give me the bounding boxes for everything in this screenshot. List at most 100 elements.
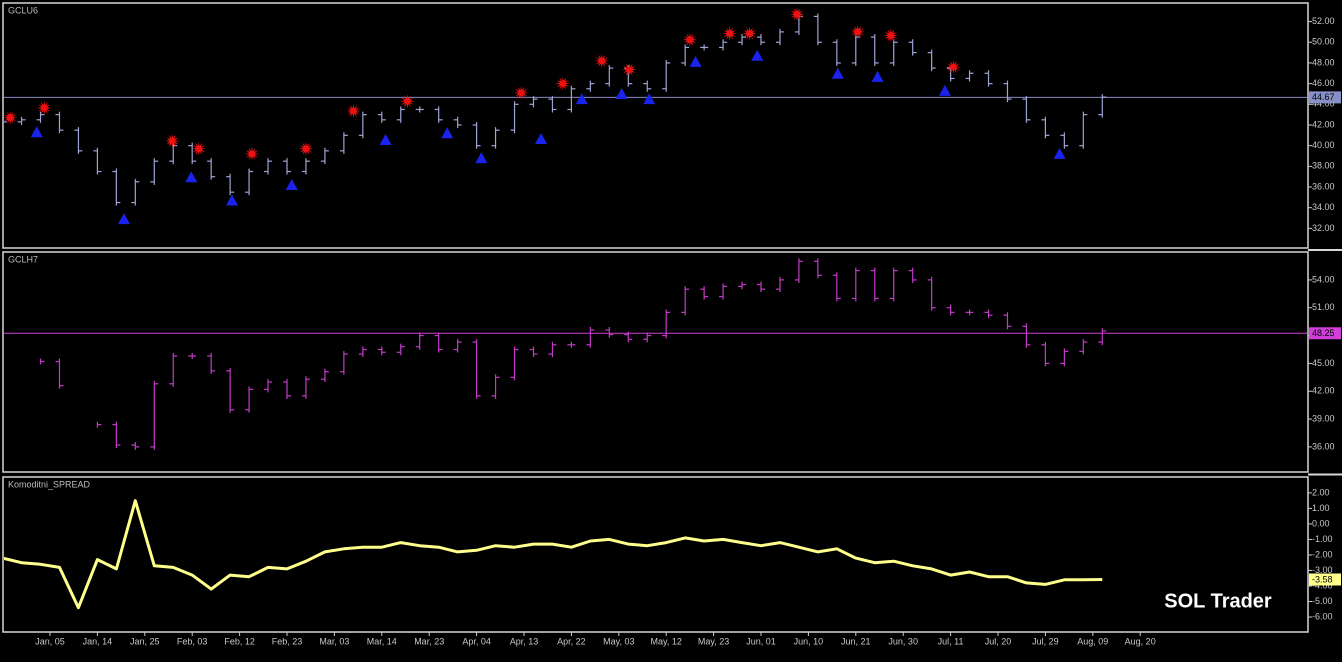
- price-bar: [434, 332, 443, 353]
- price-bar: [96, 421, 102, 428]
- price-bar: [548, 341, 557, 358]
- price-bar: [112, 168, 121, 206]
- price-bar: [1079, 339, 1088, 355]
- y-tick-label: 36.00: [1312, 441, 1335, 451]
- sell-signal: [594, 53, 609, 68]
- x-tick-label: Feb, 23: [272, 636, 303, 646]
- y-tick-label: 45.00: [1312, 358, 1335, 368]
- price-bar: [813, 13, 822, 46]
- price-bar: [131, 442, 140, 450]
- x-tick-label: Feb, 12: [224, 636, 255, 646]
- plot: [4, 7, 1307, 225]
- y-tick-label: 1.00: [1312, 503, 1330, 513]
- price-bar: [1003, 80, 1012, 103]
- price-bar: [681, 286, 690, 316]
- y-tick-label: 52.00: [1312, 16, 1335, 26]
- price-bar: [965, 309, 974, 316]
- price-bar: [36, 111, 45, 123]
- y-tick-label: -6.00: [1312, 611, 1333, 621]
- y-tick-label: -5.00: [1312, 596, 1333, 606]
- y-tick-label: 50.00: [1312, 37, 1335, 47]
- price-bar: [1060, 348, 1069, 367]
- panel-title: Komoditni_SPREAD: [8, 479, 91, 489]
- buy-signal: [575, 93, 588, 105]
- price-bar: [946, 304, 955, 316]
- price-bar: [4, 121, 7, 123]
- price-bar: [662, 309, 671, 339]
- price-bar: [320, 147, 329, 165]
- plot: [4, 499, 1103, 610]
- price-bar: [889, 267, 898, 302]
- panel-frame: [2, 2, 1309, 249]
- price-bar: [681, 44, 690, 66]
- last-value-label: -3.58: [1312, 574, 1333, 584]
- price-bar: [510, 101, 519, 134]
- price-bar: [1079, 111, 1088, 149]
- price-bar: [1098, 94, 1107, 118]
- price-bar: [112, 421, 121, 449]
- price-bar: [738, 34, 747, 46]
- x-tick-label: Jun, 01: [746, 636, 776, 646]
- x-tick-label: Mar, 14: [367, 636, 397, 646]
- price-bar: [453, 339, 462, 353]
- price-bar: [719, 39, 728, 51]
- buy-signal: [379, 133, 392, 145]
- sell-signal: [346, 104, 361, 118]
- price-bar: [339, 132, 348, 154]
- sell-signal: [883, 28, 898, 43]
- price-bar: [491, 127, 500, 149]
- x-tick-label: Apr, 13: [510, 636, 539, 646]
- x-tick-label: Jun, 10: [794, 636, 824, 646]
- buy-signal: [441, 127, 454, 139]
- price-bar: [169, 352, 178, 387]
- x-tick-label: Mar, 03: [319, 636, 349, 646]
- spread-line: [4, 499, 1103, 610]
- price-bar: [700, 44, 709, 51]
- last-value-box: [1309, 91, 1341, 104]
- price-bar: [396, 106, 405, 123]
- plot: [4, 258, 1307, 450]
- price-bar: [131, 178, 140, 206]
- sell-signal: [722, 26, 737, 41]
- price-bar: [150, 158, 159, 185]
- sell-signal: [244, 146, 259, 161]
- price-bar: [358, 346, 367, 358]
- price-bar: [832, 272, 841, 302]
- price-bar: [150, 380, 159, 450]
- sell-signal: [400, 94, 415, 109]
- sell-signal: [299, 141, 313, 156]
- y-tick-label: 44.00: [1312, 99, 1335, 109]
- price-bar: [870, 267, 879, 302]
- price-bar: [775, 276, 784, 293]
- buy-signal: [689, 55, 702, 67]
- x-tick-label: Mar, 23: [414, 636, 444, 646]
- price-bar: [643, 332, 652, 343]
- buy-signal: [831, 67, 844, 79]
- panel-frame: [2, 251, 1309, 473]
- last-value-label: 48.25: [1312, 328, 1335, 338]
- y-tick-label: 42.00: [1312, 386, 1335, 396]
- x-tick-label: Jun, 21: [841, 636, 871, 646]
- y-tick-label: 39.00: [1312, 413, 1335, 423]
- price-bar: [605, 65, 614, 87]
- price-bar: [719, 283, 728, 300]
- y-tick-label: 46.00: [1312, 78, 1335, 88]
- x-tick-label: May, 23: [698, 636, 729, 646]
- sell-signal: [790, 7, 804, 22]
- price-bar: [358, 111, 367, 139]
- y-tick-label: 38.00: [1312, 161, 1335, 171]
- x-tick-label: Apr, 22: [557, 636, 586, 646]
- price-bar: [984, 309, 993, 319]
- price-bar: [283, 378, 291, 399]
- price-bar: [662, 59, 671, 92]
- price-bar: [453, 116, 462, 128]
- price-bar: [301, 158, 310, 175]
- price-bar: [55, 111, 64, 134]
- price-bar: [1098, 327, 1107, 346]
- price-bar: [1060, 132, 1069, 149]
- price-bar: [1003, 312, 1012, 330]
- sell-signal: [622, 62, 637, 77]
- price-bar: [74, 127, 83, 154]
- y-tick-label: 48.00: [1312, 57, 1335, 67]
